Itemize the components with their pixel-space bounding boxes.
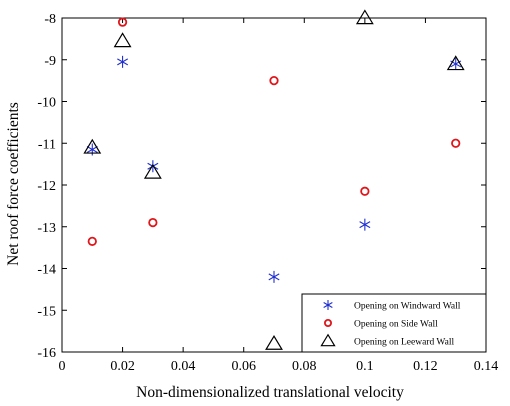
legend-box [301, 293, 487, 353]
data-point-circle [148, 217, 158, 228]
legend-label: Opening on Windward Wall [354, 302, 461, 312]
data-point-triangle [355, 9, 374, 25]
y-tick-label: -10 [37, 96, 56, 111]
x-tick-label: 0.08 [292, 359, 317, 374]
series-circle [87, 17, 461, 246]
y-tick-label: -8 [44, 12, 56, 27]
data-point-triangle [265, 334, 283, 350]
axis-ticks: 0 0.02 0.04 0.06 0.08 0.1 0.12 0.14 -16 -15 -14 -13… [37, 12, 498, 374]
y-tick-label: -9 [44, 54, 56, 69]
data-points [83, 9, 465, 350]
data-point-circle [117, 17, 128, 27]
y-tick-label: -13 [37, 221, 56, 236]
series-asterisk [86, 55, 462, 283]
x-tick-label: 0.06 [231, 359, 256, 374]
x-tick-label: 0.14 [474, 359, 499, 374]
legend-marker-asterisk [323, 300, 333, 310]
legend: Opening on Windward Wall Opening on Side … [301, 293, 487, 353]
data-point-triangle [113, 32, 132, 48]
legend-marker-circle [323, 318, 332, 327]
data-point-triangle [143, 163, 162, 179]
data-point-circle [87, 236, 97, 246]
x-tick-label: 0.12 [413, 359, 438, 374]
x-tick-label: 0.1 [356, 359, 374, 374]
y-tick-label: -16 [37, 346, 56, 361]
legend-label: Opening on Side Wall [354, 320, 438, 330]
data-point-circle [269, 76, 279, 86]
data-point-asterisk [117, 55, 129, 68]
data-point-asterisk [450, 57, 462, 70]
x-axis-label: Non-dimensionalized translational veloci… [136, 384, 404, 401]
legend-label: Opening on Leeward Wall [354, 338, 454, 348]
y-tick-label: -14 [37, 263, 56, 278]
series-triangle [83, 9, 465, 350]
y-tick-label: -12 [37, 179, 56, 194]
data-point-asterisk [147, 160, 159, 173]
x-tick-label: 0 [59, 359, 66, 374]
y-axis-label: Net roof force coefficients [5, 102, 22, 266]
x-tick-label: 0.02 [110, 359, 135, 374]
data-point-asterisk [359, 218, 371, 231]
data-point-asterisk [268, 270, 280, 283]
legend-marker-triangle [320, 333, 336, 347]
data-point-triangle [83, 138, 102, 154]
data-point-circle [451, 138, 461, 148]
x-tick-label: 0.04 [171, 359, 196, 374]
y-tick-label: -15 [37, 304, 56, 319]
data-point-circle [360, 186, 370, 196]
data-point-triangle [446, 55, 465, 71]
y-tick-label: -11 [38, 137, 56, 152]
